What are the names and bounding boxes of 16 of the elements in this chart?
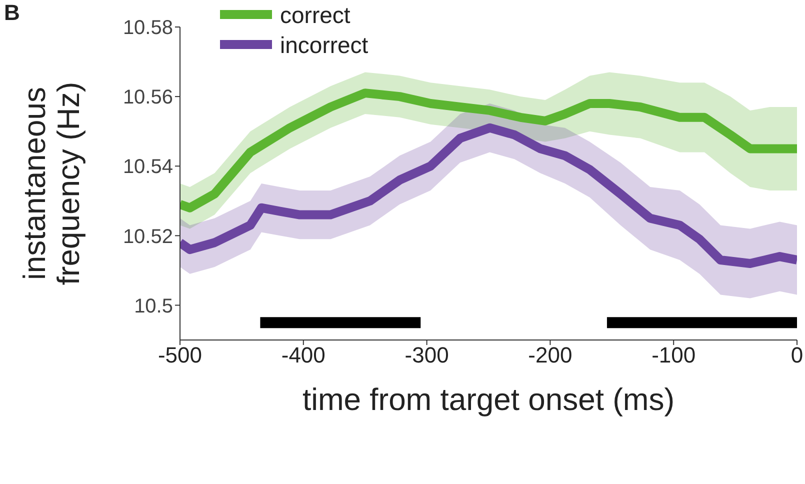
y-tick-label: 10.54 xyxy=(122,156,173,178)
x-tick-label: -300 xyxy=(404,342,449,368)
y-tick-label: 10.5 xyxy=(134,295,173,318)
text: B xyxy=(4,0,20,26)
y-tick-label: 10.52 xyxy=(122,226,173,248)
x-tick-label: -200 xyxy=(528,342,572,368)
x-tick-label: -500 xyxy=(158,342,202,368)
x-tick-label: -400 xyxy=(281,342,326,368)
x-axis-title: time from target onset (ms) xyxy=(302,382,675,417)
y-axis-title: instantaneous frequency (Hz) xyxy=(17,82,86,286)
x-tick-label: 0 xyxy=(790,342,804,368)
legend-label: incorrect xyxy=(280,32,368,58)
x-tick-label: -100 xyxy=(652,342,696,368)
legend-label: correct xyxy=(280,2,350,28)
y-tick-label: 10.58 xyxy=(122,17,173,40)
y-tick-label: 10.56 xyxy=(122,86,173,109)
